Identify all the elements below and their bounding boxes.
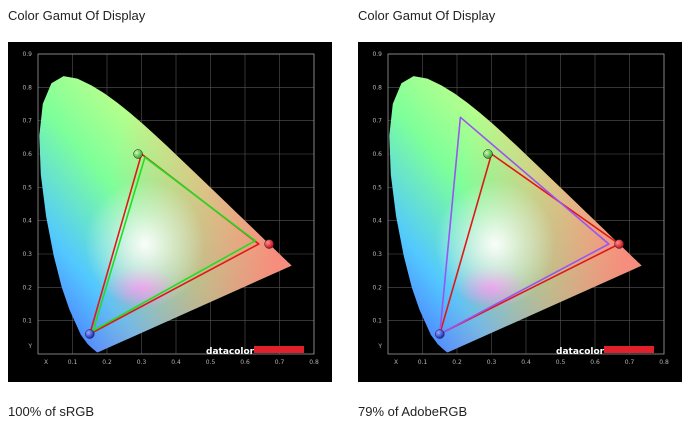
x-tick-label: 0.4 xyxy=(521,359,531,366)
y-tick-label: 0.8 xyxy=(372,84,382,91)
y-tick-label: 0.9 xyxy=(372,51,382,58)
x-tick-label: 0.6 xyxy=(590,359,600,366)
plot-frame xyxy=(387,53,665,355)
y-tick-label: 0.4 xyxy=(372,218,382,225)
x-tick-label: 0.2 xyxy=(452,359,462,366)
blue-primary-marker xyxy=(435,329,445,339)
y-axis-label: Y xyxy=(27,343,32,350)
chart-title: Color Gamut Of Display xyxy=(8,8,146,23)
x-tick-label: 0.2 xyxy=(102,359,112,366)
chromaticity-white-point xyxy=(434,180,555,308)
y-tick-label: 0.5 xyxy=(22,184,32,191)
gamut-chart-svg: 0.1 0.2 0.3 0.4 0.5 0.6 0.7 0.8 0.1 0.2 0.3 0.4 0.5 0… xyxy=(372,51,669,366)
y-tick-label: 0.4 xyxy=(22,218,32,225)
x-tick-label: 0.8 xyxy=(309,359,319,366)
y-tick-label: 0.2 xyxy=(22,284,32,291)
chart-caption: 79% of AdobeRGB xyxy=(358,404,468,419)
y-tick-label: 0.3 xyxy=(372,251,382,258)
gamut-panel-adobergb: Color Gamut Of Display 0.1 0.2 0.3 0.4 0.5 0.… xyxy=(350,0,692,422)
x-tick-label: 0.7 xyxy=(275,359,285,366)
y-tick-label: 0.1 xyxy=(372,318,382,325)
datacolor-logo-text: datacolor xyxy=(556,347,605,357)
x-tick-label: 0.5 xyxy=(206,359,216,366)
red-primary-marker xyxy=(614,239,624,249)
x-tick-label: 0.1 xyxy=(418,359,428,366)
x-axis-label: X xyxy=(394,359,398,366)
x-tick-label: 0.4 xyxy=(171,359,181,366)
datacolor-logo-text: datacolor xyxy=(206,347,255,357)
green-primary-marker xyxy=(483,149,493,159)
y-tick-label: 0.8 xyxy=(22,84,32,91)
y-tick-label: 0.6 xyxy=(372,151,382,158)
green-primary-marker xyxy=(133,149,143,159)
gamut-chart-svg: 0.1 0.2 0.3 0.4 0.5 0.6 0.7 0.8 0.1 0.2 0.3 0.4 0.5 0… xyxy=(22,51,319,366)
y-tick-label: 0.7 xyxy=(22,118,32,125)
x-tick-label: 0.7 xyxy=(625,359,635,366)
y-tick-label: 0.6 xyxy=(22,151,32,158)
datacolor-logo: datacolor xyxy=(556,346,654,357)
datacolor-logo: datacolor xyxy=(206,346,304,357)
gamut-panel-srgb: Color Gamut Of Display 0.1 0.2 0.3 0.4 0.5 0.… xyxy=(0,0,342,422)
x-axis-label: X xyxy=(44,359,48,366)
chart-title: Color Gamut Of Display xyxy=(358,8,496,23)
x-tick-label: 0.5 xyxy=(556,359,566,366)
y-axis-label: Y xyxy=(377,343,382,350)
x-tick-label: 0.6 xyxy=(240,359,250,366)
y-tick-label: 0.9 xyxy=(22,51,32,58)
chart-caption: 100% of sRGB xyxy=(8,404,94,419)
red-primary-marker xyxy=(264,239,274,249)
chromaticity-diagram xyxy=(389,76,642,353)
plot-frame xyxy=(37,53,315,355)
blue-primary-marker xyxy=(85,329,95,339)
x-tick-label: 0.3 xyxy=(137,359,147,366)
y-tick-label: 0.5 xyxy=(372,184,382,191)
datacolor-logo-bar xyxy=(604,346,654,353)
datacolor-logo-bar xyxy=(254,346,304,353)
chromaticity-diagram xyxy=(39,76,292,353)
y-tick-label: 0.7 xyxy=(372,118,382,125)
gamut-triangle-2 xyxy=(92,156,257,332)
x-tick-label: 0.3 xyxy=(487,359,497,366)
y-tick-label: 0.3 xyxy=(22,251,32,258)
x-tick-label: 0.8 xyxy=(659,359,669,366)
x-tick-label: 0.1 xyxy=(68,359,78,366)
y-tick-label: 0.1 xyxy=(22,318,32,325)
gamut-triangle-2 xyxy=(439,116,610,335)
gamut-chart-srgb: 0.1 0.2 0.3 0.4 0.5 0.6 0.7 0.8 0.1 0.2 0.3 0.4 0.5 0… xyxy=(8,42,332,382)
chromaticity-white-point xyxy=(84,180,205,308)
y-tick-label: 0.2 xyxy=(372,284,382,291)
gamut-chart-adobergb: 0.1 0.2 0.3 0.4 0.5 0.6 0.7 0.8 0.1 0.2 0.3 0.4 0.5 0… xyxy=(358,42,682,382)
